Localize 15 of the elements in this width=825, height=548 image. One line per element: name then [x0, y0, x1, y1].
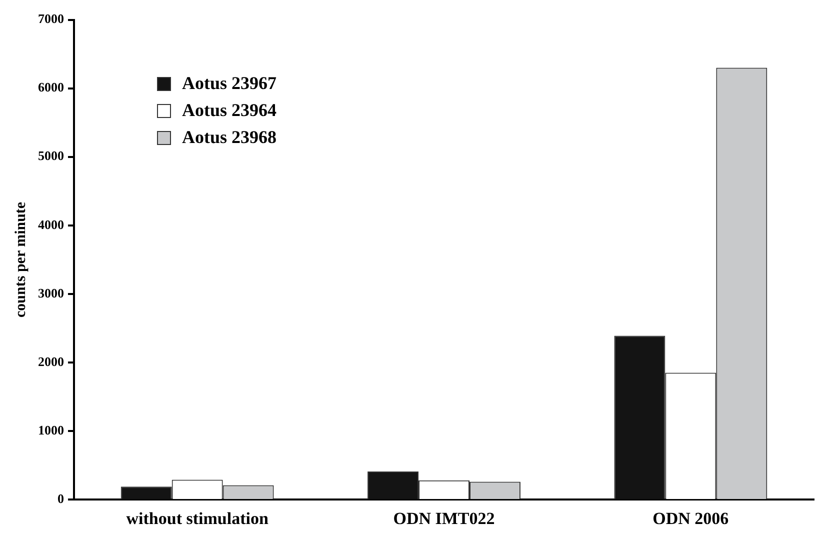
y-axis-title: counts per minute	[12, 202, 29, 318]
legend-label: Aotus 23968	[182, 127, 277, 148]
x-tick-label: ODN IMT022	[393, 509, 495, 528]
legend-label: Aotus 23967	[182, 73, 277, 94]
x-tick-label: without stimulation	[126, 509, 269, 528]
y-tick-label: 7000	[38, 11, 64, 26]
y-tick-label: 1000	[38, 422, 64, 438]
y-tick-label: 4000	[38, 216, 64, 232]
y-tick-label: 6000	[38, 80, 64, 95]
x-tick-label: ODN 2006	[652, 509, 729, 528]
y-tick-label: 2000	[38, 354, 64, 369]
y-tick-label: 0	[58, 490, 64, 506]
y-tick-label: 3000	[38, 285, 64, 300]
legend-label: Aotus 23964	[182, 100, 277, 121]
y-tick-label: 5000	[38, 148, 64, 164]
